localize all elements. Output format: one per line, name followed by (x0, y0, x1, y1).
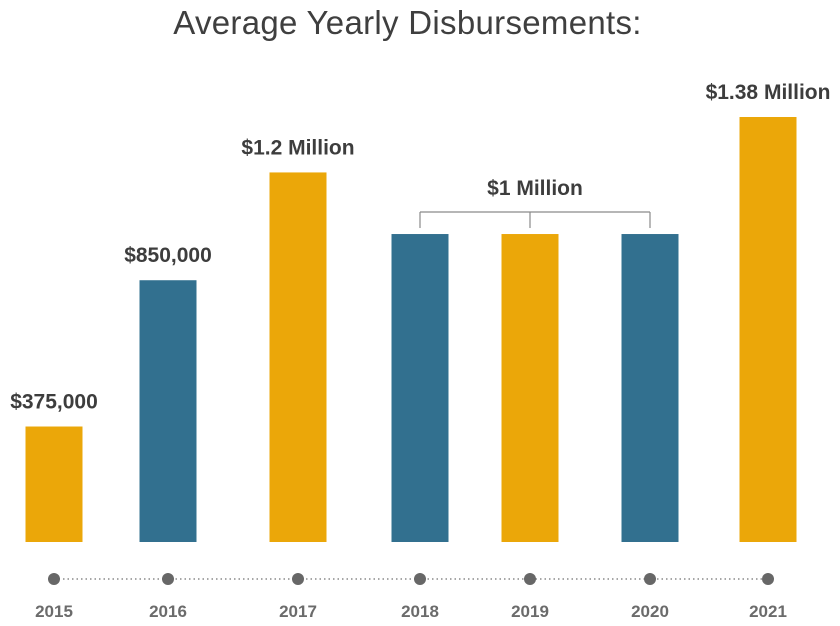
data-label-2017: $1.2 Million (241, 136, 354, 159)
data-label-2016: $850,000 (124, 244, 212, 267)
bar-2018 (391, 234, 449, 542)
timeline-dot-2020 (644, 573, 656, 585)
timeline-dot-2018 (414, 573, 426, 585)
group-annotation-label: $1 Million (487, 177, 583, 200)
timeline-dot-2019 (524, 573, 536, 585)
timeline-dot-2015 (48, 573, 60, 585)
bar-2017 (269, 172, 327, 542)
year-label-2017: 2017 (279, 602, 317, 621)
timeline-dot-2021 (762, 573, 774, 585)
bar-2015 (25, 426, 83, 542)
timeline-dot-2017 (292, 573, 304, 585)
bar-2021 (739, 117, 797, 542)
bar-2016 (139, 280, 197, 542)
year-label-2021: 2021 (749, 602, 787, 621)
year-label-2015: 2015 (35, 602, 73, 621)
year-label-2020: 2020 (631, 602, 669, 621)
data-label-2015: $375,000 (10, 391, 98, 414)
year-label-2018: 2018 (401, 602, 439, 621)
year-label-2019: 2019 (511, 602, 549, 621)
bar-2020 (621, 234, 679, 542)
bar-2019 (501, 234, 559, 542)
year-label-2016: 2016 (149, 602, 187, 621)
data-label-2021: $1.38 Million (706, 81, 831, 104)
chart-title: Average Yearly Disbursements: (173, 4, 642, 41)
timeline-dot-2016 (162, 573, 174, 585)
